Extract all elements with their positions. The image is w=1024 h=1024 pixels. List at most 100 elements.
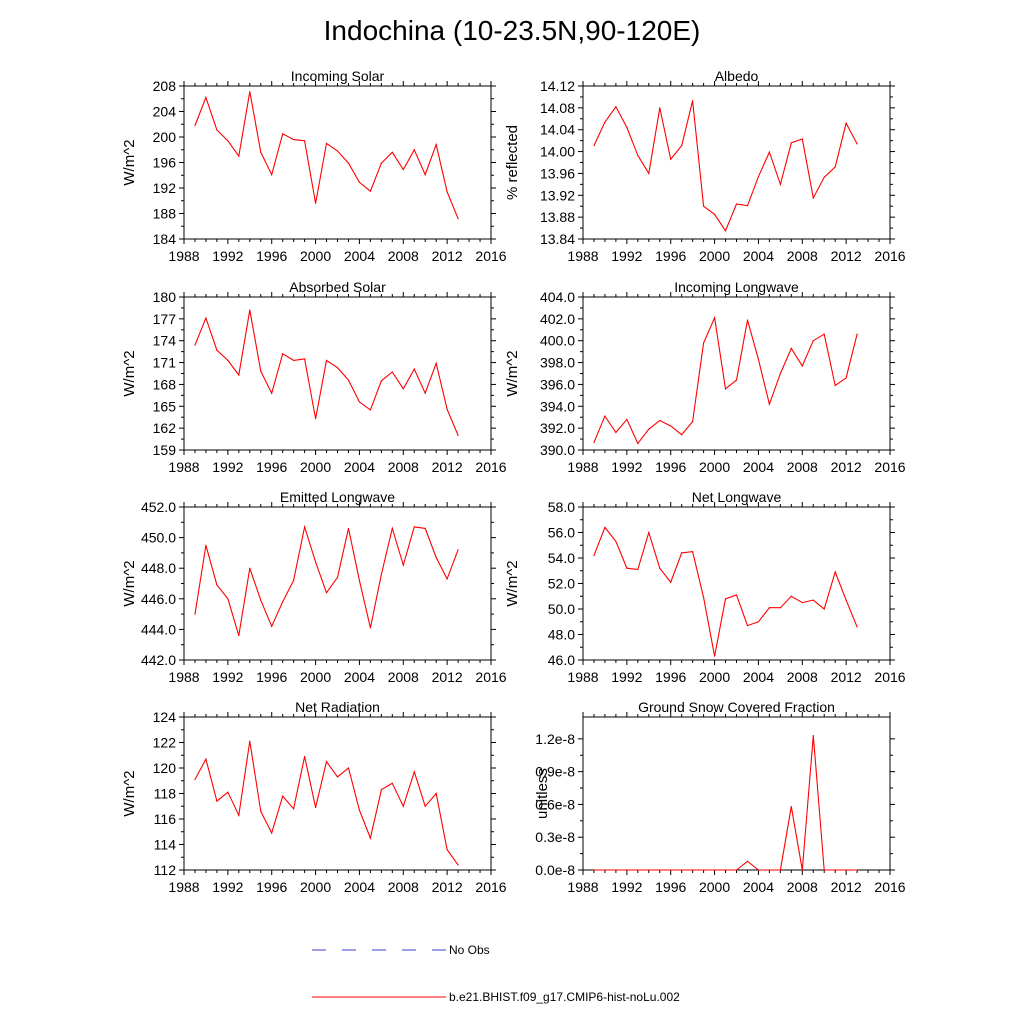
incoming-solar-data-point xyxy=(380,162,382,164)
absorbed-solar-xtick-label: 2000 xyxy=(300,459,331,475)
incoming-longwave-xtick-label: 2000 xyxy=(699,459,730,475)
absorbed-solar-ytick-label: 162 xyxy=(153,420,177,436)
net-radiation-xtick-label: 2000 xyxy=(300,879,331,895)
emitted-longwave-title: Emitted Longwave xyxy=(280,489,395,505)
incoming-longwave-ylabel: W/m^2 xyxy=(504,350,521,396)
albedo-ytick-label: 13.96 xyxy=(540,165,575,181)
albedo-data-point xyxy=(670,158,672,160)
ground-snow-covered-fraction-data-point xyxy=(681,869,683,871)
ground-snow-covered-fraction-data-point xyxy=(812,734,814,737)
ground-snow-covered-fraction-data-point xyxy=(823,869,825,871)
incoming-longwave-plot-frame xyxy=(582,296,891,451)
albedo-xtick-label: 1988 xyxy=(567,248,598,264)
incoming-solar-data-point xyxy=(347,162,350,164)
incoming-longwave-data-point xyxy=(746,319,749,321)
absorbed-solar-ytick-label: 177 xyxy=(153,311,177,327)
absorbed-solar-data-point xyxy=(347,379,350,381)
incoming-longwave-xtick-label: 1992 xyxy=(611,459,642,475)
ground-snow-covered-fraction-ytick-label: 1.2e-8 xyxy=(535,731,575,747)
incoming-solar-ytick-label: 196 xyxy=(153,155,177,171)
ground-snow-covered-fraction-plot-frame xyxy=(582,716,891,871)
net-longwave-data-point xyxy=(713,655,716,657)
absorbed-solar-data-point xyxy=(435,362,437,364)
net-radiation-plot-frame xyxy=(183,716,492,871)
emitted-longwave-data-point xyxy=(391,527,393,530)
incoming-longwave-data-point xyxy=(703,342,705,344)
panel-ground-snow-covered-fraction: Ground Snow Covered Fraction 1988 1992 1996… xyxy=(534,699,906,895)
ground-snow-covered-fraction-data-point xyxy=(659,869,661,871)
incoming-solar-data-point xyxy=(293,138,295,141)
absorbed-solar-data-point xyxy=(304,358,306,360)
ground-snow-covered-fraction-data-point xyxy=(626,869,628,871)
incoming-longwave-data-point xyxy=(615,431,617,434)
absorbed-solar-xtick-label: 2012 xyxy=(432,459,463,475)
albedo-xtick-label: 1996 xyxy=(655,248,686,264)
panels-group: Incoming Solar 1988 1992 1996 2000 2004 2008 20… xyxy=(121,68,906,895)
ground-snow-covered-fraction-ytick-label: 0.3e-8 xyxy=(535,829,575,845)
incoming-longwave-ytick-label: 390.0 xyxy=(540,442,575,458)
incoming-longwave-ytick-label: 404.0 xyxy=(540,289,575,305)
incoming-longwave-data-point xyxy=(604,415,606,417)
net-longwave-xtick-label: 1996 xyxy=(655,669,686,685)
albedo-data-point xyxy=(757,176,760,178)
net-radiation-data-point xyxy=(238,814,240,816)
emitted-longwave-data-point xyxy=(446,578,448,580)
emitted-longwave-xtick-label: 1992 xyxy=(212,669,243,685)
net-longwave-data-point xyxy=(779,607,781,609)
absorbed-solar-data-point xyxy=(457,434,459,437)
ground-snow-covered-fraction-title: Ground Snow Covered Fraction xyxy=(638,699,835,715)
ground-snow-covered-fraction-data-point xyxy=(648,869,650,871)
emitted-longwave-data-point xyxy=(282,601,284,603)
net-radiation-ylabel: W/m^2 xyxy=(121,770,138,816)
absorbed-solar-data-point xyxy=(413,368,415,370)
ground-snow-covered-fraction-data-point xyxy=(724,869,727,871)
absorbed-solar-data-point xyxy=(446,408,448,410)
emitted-longwave-data-point xyxy=(205,544,207,546)
incoming-solar-data-point xyxy=(216,129,218,131)
net-longwave-data-point xyxy=(856,626,858,628)
net-longwave-data-point xyxy=(604,526,606,529)
legend-label-2: b.e21.BHIST.f09_g17.CMIP6-hist-noLu.002 xyxy=(449,990,680,1004)
incoming-longwave-data-point xyxy=(659,419,661,422)
ground-snow-covered-fraction-data-point xyxy=(834,869,836,871)
ground-snow-covered-fraction-xtick-label: 2008 xyxy=(787,879,818,895)
emitted-longwave-data-point xyxy=(227,598,229,600)
net-radiation-data-point xyxy=(249,740,251,742)
absorbed-solar-xtick-label: 1996 xyxy=(256,459,287,475)
net-radiation-ytick-label: 118 xyxy=(154,786,177,802)
net-radiation-ytick-label: 122 xyxy=(153,735,177,751)
absorbed-solar-xtick-label: 2016 xyxy=(475,459,506,475)
ground-snow-covered-fraction-data-point xyxy=(801,869,803,871)
ground-snow-covered-fraction-xtick-label: 2012 xyxy=(831,879,862,895)
ground-snow-covered-fraction-xtick-label: 2000 xyxy=(699,879,730,895)
albedo-xtick-label: 1992 xyxy=(611,248,642,264)
emitted-longwave-ytick-label: 444.0 xyxy=(141,621,176,637)
net-radiation-ytick-label: 116 xyxy=(154,811,177,827)
net-longwave-data-point xyxy=(757,621,760,623)
incoming-solar-xtick-label: 2004 xyxy=(344,248,375,264)
incoming-longwave-xtick-label: 2016 xyxy=(874,459,905,475)
absorbed-solar-data-point xyxy=(293,359,295,361)
ground-snow-covered-fraction-data-point xyxy=(856,869,858,871)
incoming-solar-data-point xyxy=(282,133,284,135)
emitted-longwave-plot-frame xyxy=(183,506,492,661)
incoming-longwave-ytick-label: 400.0 xyxy=(540,333,575,349)
absorbed-solar-data-point xyxy=(358,401,361,403)
incoming-longwave-data-point xyxy=(735,379,738,381)
incoming-solar-xtick-label: 2012 xyxy=(432,248,463,264)
incoming-solar-ytick-label: 208 xyxy=(153,78,177,94)
emitted-longwave-series-line xyxy=(194,524,459,636)
incoming-solar-xtick-label: 1992 xyxy=(212,248,243,264)
albedo-data-point xyxy=(834,166,836,168)
emitted-longwave-data-point xyxy=(304,526,306,528)
emitted-longwave-data-point xyxy=(325,592,328,594)
albedo-ytick-label: 14.00 xyxy=(540,144,575,160)
incoming-solar-data-point xyxy=(446,191,448,193)
net-longwave-series-line xyxy=(593,526,858,657)
incoming-longwave-ytick-label: 398.0 xyxy=(540,355,575,371)
ground-snow-covered-fraction-data-point xyxy=(713,869,716,871)
ground-snow-covered-fraction-xtick-label: 1988 xyxy=(567,879,598,895)
ground-snow-covered-fraction-ytick-label: 0.0e-8 xyxy=(535,862,575,878)
ground-snow-covered-fraction-data-point xyxy=(845,869,847,871)
